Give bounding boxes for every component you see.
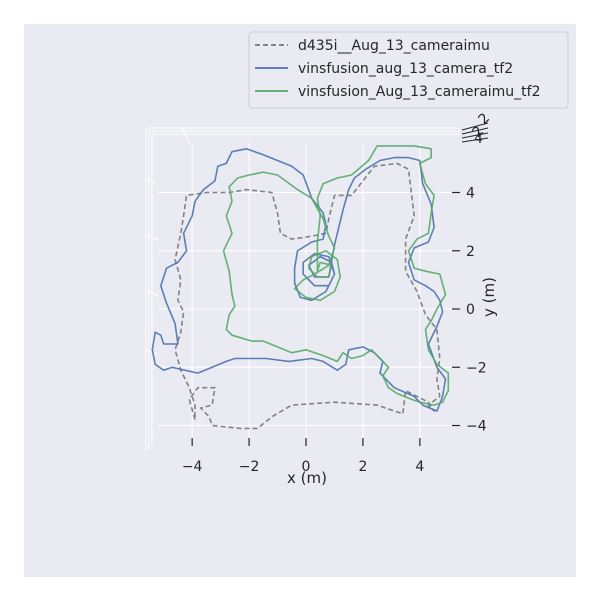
y-axis-label: y (m) bbox=[480, 277, 498, 317]
y-tick-label: −4 bbox=[466, 419, 487, 435]
series-line-2 bbox=[151, 148, 447, 412]
legend: d435i__Aug_13_cameraimu vinsfusion_aug_13… bbox=[248, 31, 569, 109]
legend-label-3: vinsfusion_Aug_13_cameraimu_tf2 bbox=[298, 84, 541, 100]
x-axis-label: x (m) bbox=[287, 469, 327, 487]
plot-area bbox=[151, 143, 454, 443]
x-tick-label: 4 bbox=[415, 459, 424, 475]
legend-label-1: d435i__Aug_13_cameraimu bbox=[298, 38, 490, 54]
series-layer bbox=[151, 145, 450, 430]
x-tick-label: −4 bbox=[182, 459, 203, 475]
pane-edges bbox=[145, 127, 460, 452]
y-axis: −4 −2 0 2 4 bbox=[452, 186, 487, 435]
y-tick-label: 2 bbox=[466, 244, 475, 260]
series-line-1 bbox=[174, 162, 441, 430]
legend-frame bbox=[248, 31, 569, 109]
x-tick-label: 2 bbox=[358, 459, 367, 475]
svg-text:4: 4 bbox=[474, 131, 483, 147]
x-axis: −4 −2 0 2 4 bbox=[182, 438, 424, 475]
y-tick-label: −2 bbox=[466, 360, 487, 376]
series-line-3 bbox=[222, 145, 450, 406]
y-tick-label: 0 bbox=[466, 302, 475, 318]
y-tick-label: 4 bbox=[466, 186, 475, 202]
x-tick-label: −2 bbox=[239, 459, 260, 475]
legend-label-2: vinsfusion_aug_13_camera_tf2 bbox=[298, 61, 513, 77]
x-tick-label: 0 bbox=[302, 459, 311, 475]
